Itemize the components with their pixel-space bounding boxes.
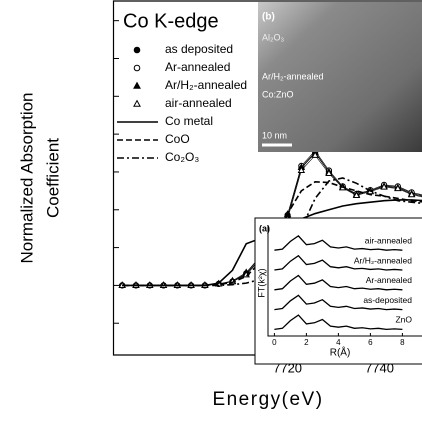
series-label: air-annealed [365, 235, 413, 245]
x-tick-label: 8 [400, 338, 405, 347]
series-label: ZnO [395, 315, 412, 325]
y-axis-title: Coefficient [43, 138, 62, 218]
x-tick-label: 4 [336, 338, 341, 347]
legend-label: Co metal [165, 114, 213, 128]
legend-marker [134, 47, 140, 53]
film-label: Ar/H₂-annealed [262, 71, 324, 81]
x-tick-label: 2 [304, 338, 309, 347]
chart-title: Co K-edge [123, 10, 219, 32]
legend-marker [134, 65, 140, 71]
legend-label: Co₂O₃ [165, 150, 199, 164]
legend-label: Ar/H₂-annealed [165, 78, 247, 92]
series-label: Ar-annealed [366, 275, 413, 285]
legend-label: as deposited [165, 42, 233, 56]
scale-bar-label: 10 nm [262, 130, 287, 140]
y-axis-title: Normalized Absorption [17, 92, 36, 263]
layer-label: Al₂O₃ [262, 32, 284, 42]
y-axis-title: FT(k²χ) [256, 268, 266, 297]
legend-label: CoO [165, 132, 190, 146]
legend-marker [134, 83, 140, 89]
x-axis-title: R(Å) [330, 346, 351, 359]
x-tick-label: 0 [272, 338, 277, 347]
film-label: Co:ZnO [262, 89, 294, 99]
legend-marker [134, 101, 140, 107]
panel-label: (b) [262, 12, 275, 23]
micrograph: (b) Al₂O₃ Ar/H₂-annealed Co:ZnO 10 nm [258, 2, 422, 152]
legend-label: air-annealed [165, 96, 232, 110]
legend-label: Ar-annealed [165, 60, 230, 74]
panel-label: (a) [259, 223, 270, 233]
x-tick-label: 6 [368, 338, 373, 347]
inset-chart: ZnO as-deposited Ar-annealed Ar/H₂-annealed… [255, 218, 422, 364]
x-axis-title: Energy(eV) [212, 389, 323, 410]
figure: 77207740Co K-edgeEnergy(eV)Normalized Ab… [0, 0, 422, 424]
series-label: as-deposited [363, 295, 412, 305]
series-label: Ar/H₂-annealed [354, 255, 412, 265]
